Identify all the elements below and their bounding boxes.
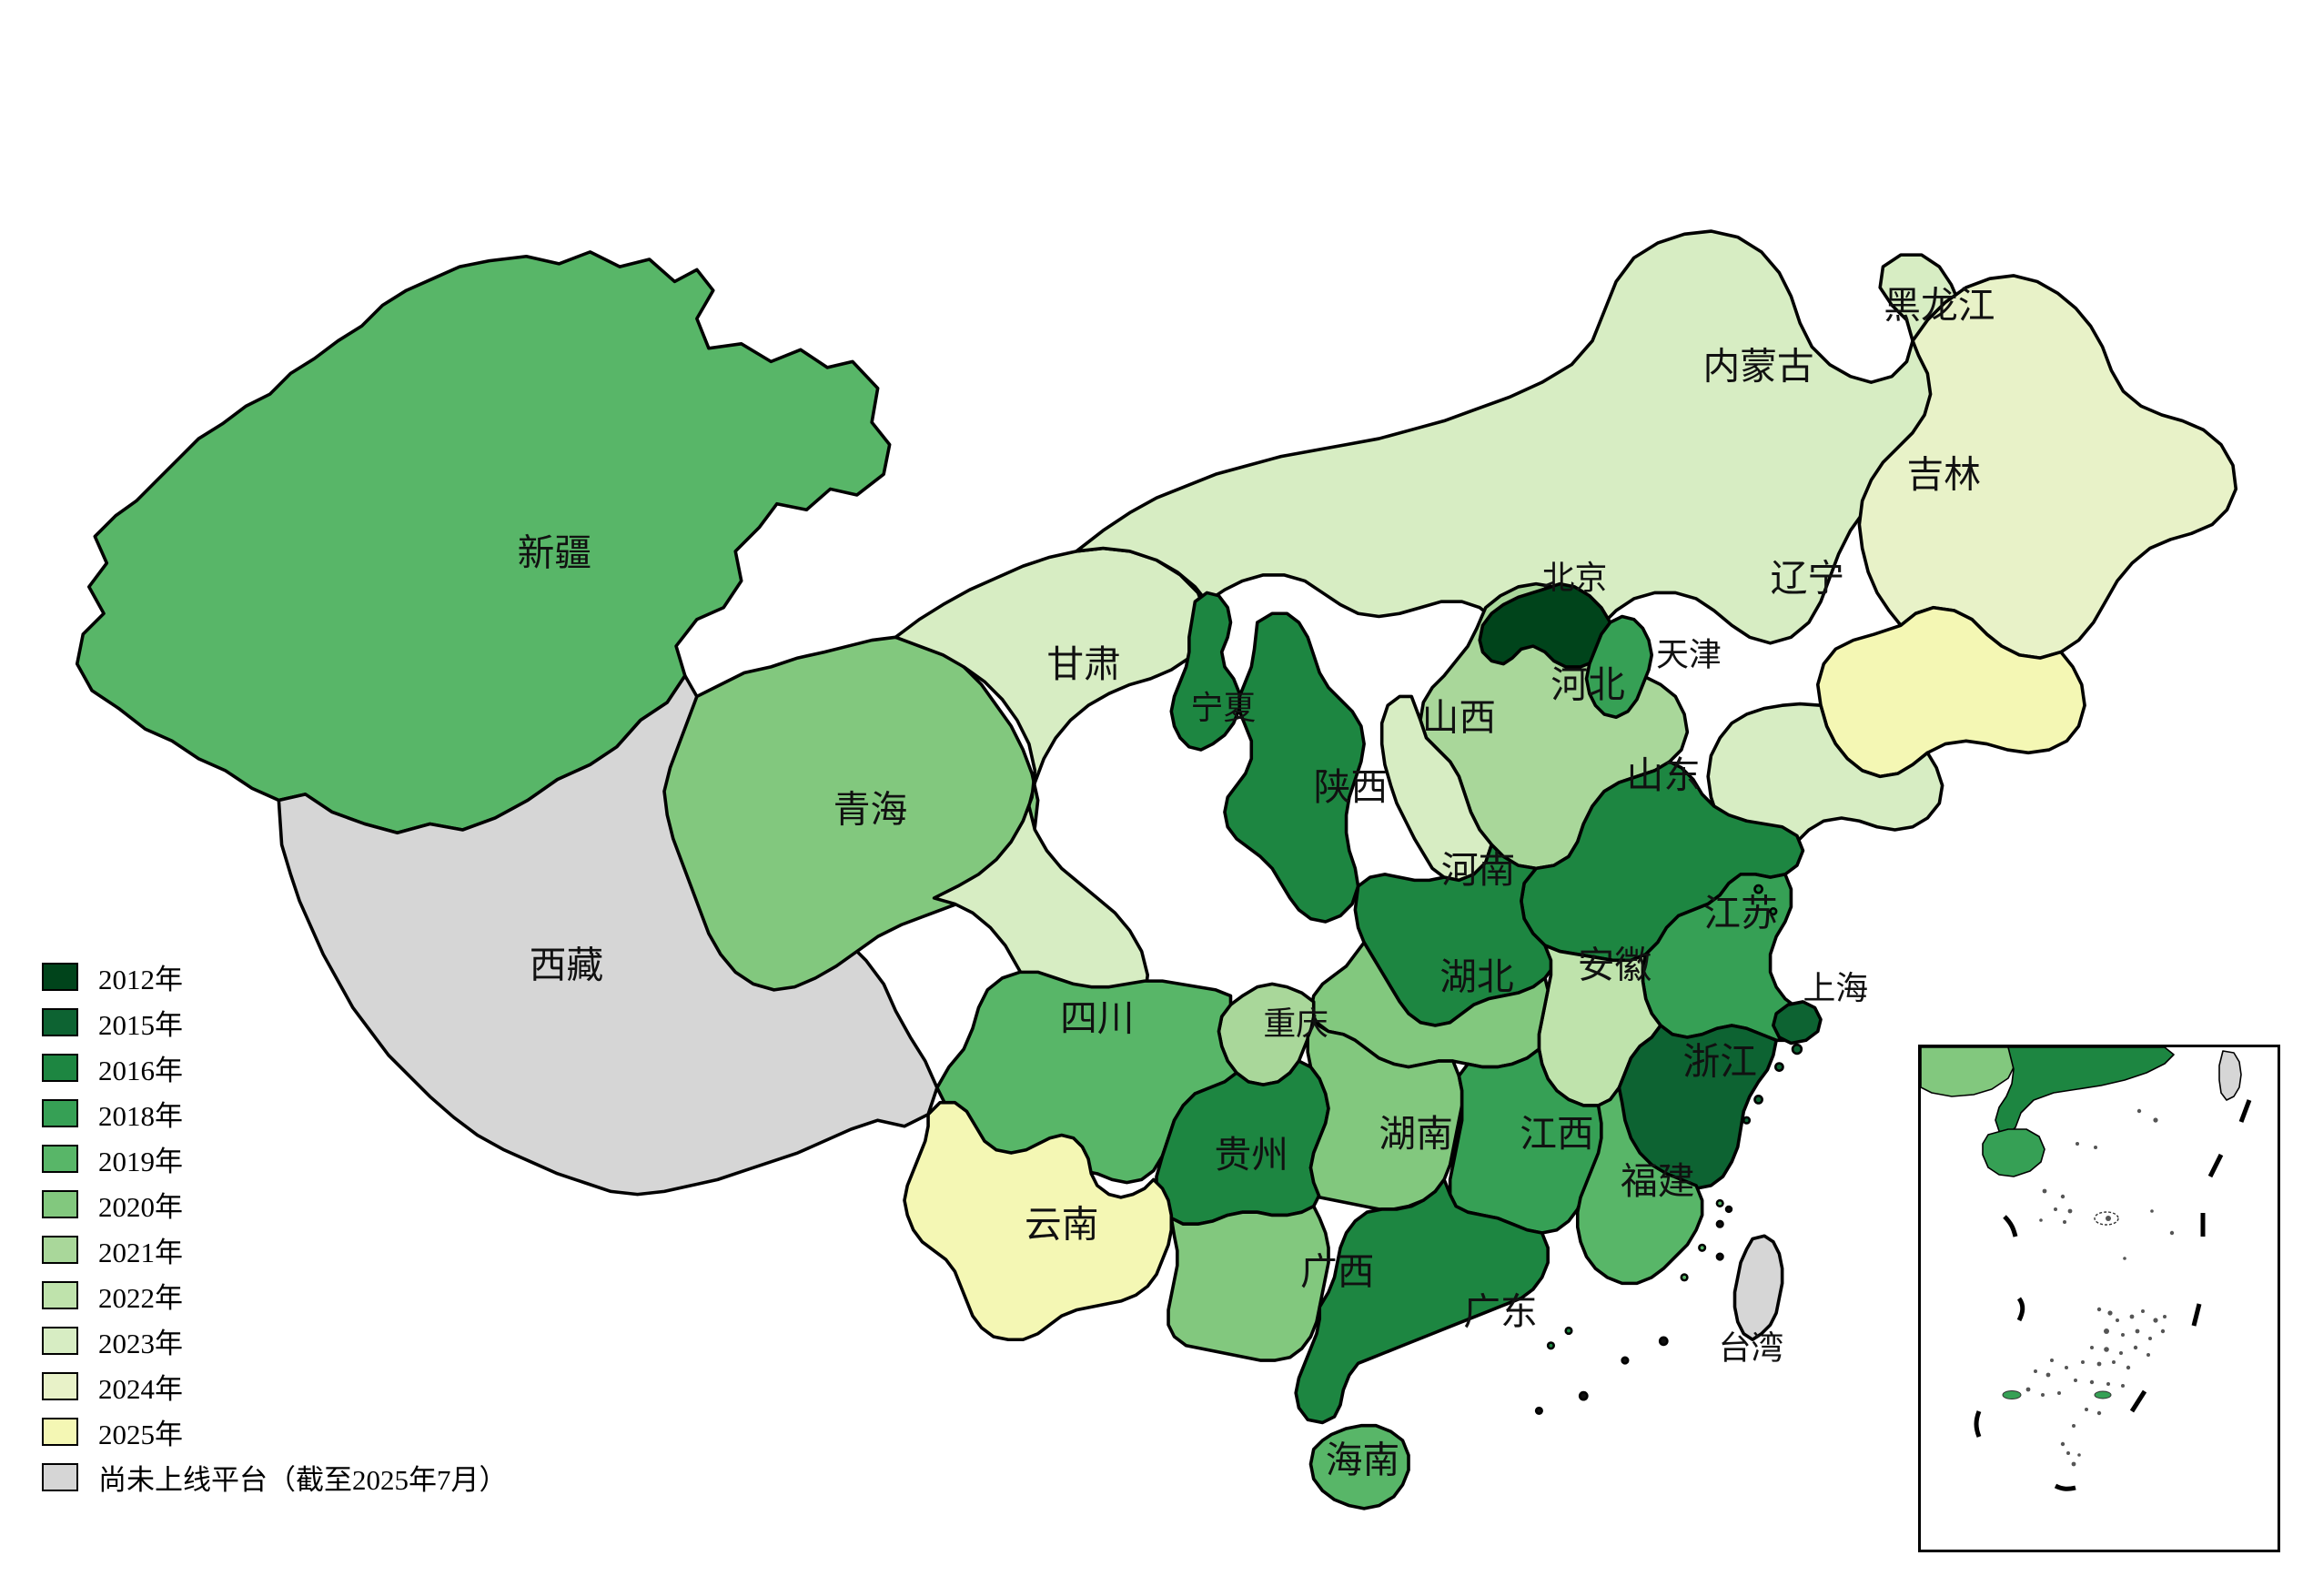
province-shanghai[interactable] — [1772, 1000, 1823, 1045]
legend-swatch-2021 — [42, 1235, 78, 1264]
legend-label-2016: 2016年 — [98, 1054, 183, 1086]
legend-swatch-2016 — [42, 1053, 78, 1082]
province-tianjin[interactable] — [1584, 614, 1654, 720]
label-guangdong: 广东 — [1463, 1290, 1537, 1334]
map-legend: 2012年 2015年 2016年 2018年 2019年 2020年 2021… — [42, 954, 588, 1500]
province-jilin[interactable] — [1815, 605, 2086, 779]
legend-item-2018[interactable]: 2018年 — [42, 1090, 588, 1136]
nine-dash-line — [1974, 1099, 2252, 1491]
label-taiwan: 台湾 — [1719, 1330, 1784, 1368]
legend-item-2021[interactable]: 2021年 — [42, 1227, 588, 1272]
province-beijing[interactable] — [1478, 581, 1615, 669]
legend-item-no-platform[interactable]: 尚未上线平台（截至2025年7月） — [42, 1454, 588, 1500]
province-yunnan[interactable] — [903, 1100, 1174, 1342]
province-fujian[interactable] — [1575, 1086, 1704, 1286]
province-hainan[interactable] — [1308, 1423, 1410, 1510]
label-shanghai: 上海 — [1803, 970, 1868, 1007]
province-xizang[interactable] — [277, 673, 939, 1197]
label-guizhou: 贵州 — [1215, 1133, 1288, 1177]
south-china-sea-inset[interactable] — [1918, 1045, 2280, 1552]
province-liaoning[interactable] — [1706, 702, 1944, 862]
legend-swatch-2023 — [42, 1326, 78, 1355]
label-neimenggu: 内蒙古 — [1702, 345, 1813, 389]
legend-item-2016[interactable]: 2016年 — [42, 1045, 588, 1090]
province-heilongjiang[interactable] — [1857, 274, 2238, 660]
legend-item-2012[interactable]: 2012年 — [42, 954, 588, 999]
label-anhui: 安徽 — [1578, 943, 1651, 986]
label-heilongjiang: 黑龙江 — [1884, 284, 1995, 328]
label-qinghai: 青海 — [833, 787, 907, 831]
legend-label-2024: 2024年 — [98, 1372, 183, 1405]
label-shanxi: 山西 — [1422, 696, 1496, 740]
legend-label-2020: 2020年 — [98, 1190, 183, 1223]
legend-swatch-no-platform — [42, 1462, 78, 1491]
label-zhejiang: 浙江 — [1682, 1039, 1756, 1083]
legend-swatch-2015 — [42, 1007, 78, 1036]
label-jiangsu: 江苏 — [1703, 891, 1777, 934]
legend-label-no-platform: 尚未上线平台（截至2025年7月） — [98, 1463, 508, 1496]
legend-swatch-2020 — [42, 1189, 78, 1218]
label-hainan: 海南 — [1326, 1438, 1399, 1481]
legend-label-2012: 2012年 — [98, 963, 183, 995]
inset-province-taiwan — [2218, 1050, 2242, 1101]
inset-province-guangdong — [1995, 1047, 2175, 1136]
legend-label-2015: 2015年 — [98, 1008, 183, 1041]
label-fujian: 福建 — [1621, 1159, 1694, 1203]
legend-item-2024[interactable]: 2024年 — [42, 1363, 588, 1409]
label-liaoning: 辽宁 — [1771, 556, 1844, 600]
label-chongqing: 重庆 — [1263, 1005, 1328, 1043]
legend-item-2020[interactable]: 2020年 — [42, 1181, 588, 1227]
province-taiwan[interactable] — [1732, 1234, 1784, 1342]
label-shaanxi: 陕西 — [1314, 765, 1388, 809]
legend-swatch-2012 — [42, 962, 78, 991]
legend-swatch-2024 — [42, 1371, 78, 1400]
inset-province-guangxi — [1921, 1047, 2016, 1097]
label-jiangxi: 江西 — [1520, 1112, 1593, 1156]
inset-province-hainan — [1982, 1128, 2045, 1177]
legend-label-2022: 2022年 — [98, 1281, 183, 1314]
legend-label-2023: 2023年 — [98, 1327, 183, 1359]
legend-label-2018: 2018年 — [98, 1099, 183, 1132]
legend-swatch-2025 — [42, 1417, 78, 1446]
province-shanxi[interactable] — [1379, 694, 1494, 883]
province-shaanxi[interactable] — [1223, 611, 1366, 924]
label-sichuan: 四川 — [1060, 996, 1134, 1040]
province-guangxi[interactable] — [1167, 1204, 1330, 1362]
label-shandong: 山东 — [1627, 753, 1701, 797]
legend-label-2025: 2025年 — [98, 1418, 183, 1450]
legend-item-2015[interactable]: 2015年 — [42, 999, 588, 1045]
province-labels: 新疆 西藏 青海 甘肃 内蒙古 黑龙江 吉林 辽宁 北京 天津 河北 山西 宁夏… — [518, 284, 1995, 1482]
legend-item-2022[interactable]: 2022年 — [42, 1272, 588, 1318]
province-ningxia[interactable] — [1169, 591, 1242, 752]
legend-swatch-2018 — [42, 1098, 78, 1127]
inset-canvas — [1921, 1047, 2252, 1491]
legend-item-2023[interactable]: 2023年 — [42, 1318, 588, 1363]
legend-item-2019[interactable]: 2019年 — [42, 1136, 588, 1181]
province-guangdong[interactable] — [1294, 1177, 1550, 1425]
islet-scatter — [2002, 1108, 2175, 1467]
label-hubei: 湖北 — [1439, 955, 1513, 999]
province-shapes — [75, 229, 2238, 1510]
legend-swatch-2019 — [42, 1144, 78, 1173]
legend-item-2025[interactable]: 2025年 — [42, 1409, 588, 1454]
label-beijing: 北京 — [1542, 560, 1608, 597]
label-ningxia: 宁夏 — [1190, 690, 1256, 727]
label-guangxi: 广西 — [1300, 1250, 1374, 1294]
label-hebei: 河北 — [1550, 663, 1624, 707]
label-jilin: 吉林 — [1907, 452, 1981, 496]
label-gansu: 甘肃 — [1046, 642, 1120, 686]
label-tianjin: 天津 — [1656, 636, 1722, 673]
label-xizang: 西藏 — [530, 943, 603, 986]
label-xinjiang: 新疆 — [518, 531, 591, 575]
label-henan: 河南 — [1441, 848, 1515, 892]
legend-label-2021: 2021年 — [98, 1236, 183, 1268]
legend-swatch-2022 — [42, 1280, 78, 1309]
label-yunnan: 云南 — [1025, 1202, 1098, 1246]
legend-label-2019: 2019年 — [98, 1145, 183, 1177]
label-hunan: 湖南 — [1379, 1112, 1452, 1156]
